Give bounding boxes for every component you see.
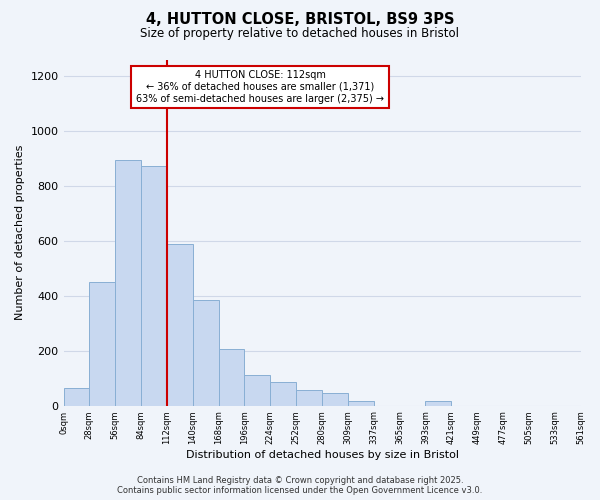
Bar <box>115 160 141 406</box>
Text: Contains HM Land Registry data © Crown copyright and database right 2025.
Contai: Contains HM Land Registry data © Crown c… <box>118 476 482 495</box>
Bar <box>425 402 451 406</box>
Text: 4 HUTTON CLOSE: 112sqm
← 36% of detached houses are smaller (1,371)
63% of semi-: 4 HUTTON CLOSE: 112sqm ← 36% of detached… <box>136 70 384 104</box>
X-axis label: Distribution of detached houses by size in Bristol: Distribution of detached houses by size … <box>185 450 458 460</box>
Text: Size of property relative to detached houses in Bristol: Size of property relative to detached ho… <box>140 28 460 40</box>
Y-axis label: Number of detached properties: Number of detached properties <box>15 145 25 320</box>
Bar <box>296 390 322 406</box>
Bar <box>218 350 244 406</box>
Bar <box>348 402 374 406</box>
Bar <box>244 376 271 406</box>
Bar <box>167 244 193 406</box>
Bar <box>271 382 296 406</box>
Bar <box>64 388 89 406</box>
Bar <box>141 166 167 406</box>
Bar <box>322 393 348 406</box>
Bar <box>89 282 115 406</box>
Text: 4, HUTTON CLOSE, BRISTOL, BS9 3PS: 4, HUTTON CLOSE, BRISTOL, BS9 3PS <box>146 12 454 28</box>
Bar <box>193 300 218 406</box>
